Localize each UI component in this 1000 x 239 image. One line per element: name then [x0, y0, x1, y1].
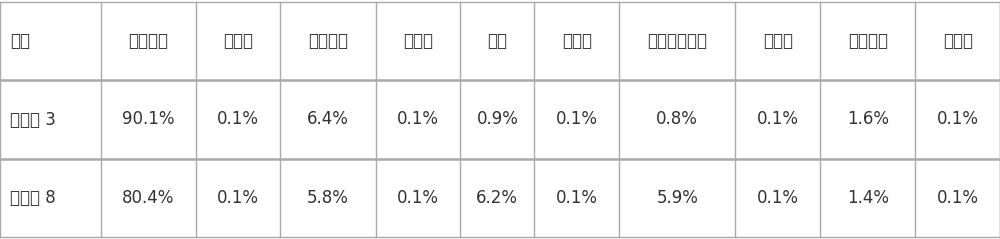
- Bar: [735, 2, 820, 81]
- Text: 0.1%: 0.1%: [556, 110, 598, 129]
- Text: 标准差: 标准差: [562, 33, 592, 50]
- Bar: [915, 158, 1000, 237]
- Bar: [280, 158, 376, 237]
- Bar: [101, 2, 196, 81]
- Text: 0.1%: 0.1%: [556, 189, 598, 206]
- Bar: [820, 2, 915, 81]
- Bar: [915, 81, 1000, 158]
- Text: 高级脂肪酸酯: 高级脂肪酸酯: [647, 33, 707, 50]
- Text: 0.1%: 0.1%: [397, 189, 439, 206]
- Text: 0.1%: 0.1%: [397, 110, 439, 129]
- Bar: [196, 158, 280, 237]
- Bar: [101, 158, 196, 237]
- Text: 标准差: 标准差: [223, 33, 253, 50]
- Text: 1.6%: 1.6%: [847, 110, 889, 129]
- Text: 0.8%: 0.8%: [656, 110, 698, 129]
- Bar: [534, 2, 619, 81]
- Text: 0.1%: 0.1%: [937, 110, 979, 129]
- Bar: [376, 158, 460, 237]
- Text: 6.2%: 6.2%: [476, 189, 518, 206]
- Text: 0.1%: 0.1%: [757, 110, 799, 129]
- Text: 组别: 组别: [10, 33, 30, 50]
- Bar: [820, 81, 915, 158]
- Bar: [196, 81, 280, 158]
- Bar: [534, 158, 619, 237]
- Bar: [0, 2, 101, 81]
- Text: 标准差: 标准差: [403, 33, 433, 50]
- Bar: [619, 158, 735, 237]
- Text: 5.9%: 5.9%: [656, 189, 698, 206]
- Text: 90.1%: 90.1%: [122, 110, 174, 129]
- Text: 0.1%: 0.1%: [217, 110, 259, 129]
- Text: 实施例 3: 实施例 3: [10, 110, 56, 129]
- Bar: [280, 81, 376, 158]
- Text: 0.1%: 0.1%: [217, 189, 259, 206]
- Bar: [735, 158, 820, 237]
- Bar: [0, 158, 101, 237]
- Text: 0.1%: 0.1%: [757, 189, 799, 206]
- Text: 0.9%: 0.9%: [476, 110, 518, 129]
- Bar: [460, 158, 534, 237]
- Bar: [460, 81, 534, 158]
- Text: 蔗糖多酯: 蔗糖多酯: [848, 33, 888, 50]
- Text: 实施例 8: 实施例 8: [10, 189, 56, 206]
- Bar: [0, 81, 101, 158]
- Text: 蔗糖: 蔗糖: [487, 33, 507, 50]
- Text: 标准差: 标准差: [943, 33, 973, 50]
- Text: 5.8%: 5.8%: [307, 189, 349, 206]
- Text: 1.4%: 1.4%: [847, 189, 889, 206]
- Text: 80.4%: 80.4%: [122, 189, 174, 206]
- Bar: [619, 81, 735, 158]
- Bar: [619, 2, 735, 81]
- Text: 0.1%: 0.1%: [937, 189, 979, 206]
- Bar: [534, 81, 619, 158]
- Bar: [820, 158, 915, 237]
- Text: 蔗糖二酯: 蔗糖二酯: [308, 33, 348, 50]
- Text: 6.4%: 6.4%: [307, 110, 349, 129]
- Bar: [735, 81, 820, 158]
- Text: 蔗糖单酯: 蔗糖单酯: [128, 33, 168, 50]
- Bar: [915, 2, 1000, 81]
- Bar: [376, 2, 460, 81]
- Bar: [280, 2, 376, 81]
- Text: 标准差: 标准差: [763, 33, 793, 50]
- Bar: [460, 2, 534, 81]
- Bar: [101, 81, 196, 158]
- Bar: [196, 2, 280, 81]
- Bar: [376, 81, 460, 158]
